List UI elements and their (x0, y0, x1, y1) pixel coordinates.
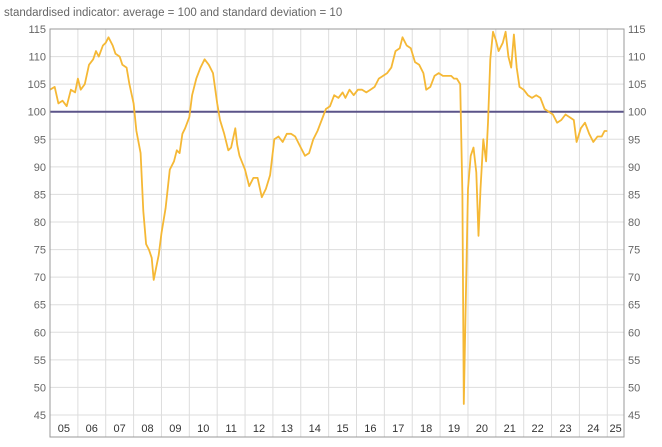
x-tick-label: 12 (253, 423, 265, 435)
x-tick-label: 11 (225, 423, 236, 435)
x-axis: 05 06 07 08 09 10 11 12 13 14 15 16 17 18 19 20 21 22 23 24… (58, 423, 622, 435)
grid-lines (50, 28, 624, 438)
y-tick-label-left: 80 (34, 217, 46, 229)
x-tick-label: 05 (58, 423, 70, 435)
y-tick-label-right: 105 (628, 79, 646, 91)
y-tick-label-left: 70 (34, 272, 46, 284)
y-tick-label-left: 110 (28, 52, 46, 64)
x-tick-label: 14 (309, 423, 321, 435)
y-axis-right: 45 50 55 60 65 70 75 80 85 90 95 100 105 110 115 (628, 24, 646, 422)
x-tick-label: 21 (504, 423, 516, 435)
y-tick-label-left: 85 (34, 189, 46, 201)
y-tick-label-left: 115 (28, 24, 46, 36)
y-tick-label-right: 45 (628, 410, 640, 422)
y-tick-label-right: 60 (628, 327, 640, 339)
y-tick-label-right: 70 (628, 272, 640, 284)
x-tick-label: 07 (114, 423, 126, 435)
x-tick-label: 09 (169, 423, 181, 435)
y-tick-label-left: 105 (28, 79, 46, 91)
y-tick-label-right: 65 (628, 300, 640, 312)
y-tick-label-right: 75 (628, 245, 640, 257)
x-tick-label: 13 (281, 423, 293, 435)
series-line (49, 30, 608, 405)
y-tick-label-left: 90 (34, 162, 46, 174)
x-tick-label: 18 (420, 423, 432, 435)
x-tick-label: 19 (448, 423, 460, 435)
y-tick-label-right: 90 (628, 162, 640, 174)
y-tick-label-right: 115 (628, 24, 646, 36)
y-tick-label-right: 95 (628, 134, 640, 146)
y-tick-label-left: 60 (34, 327, 46, 339)
x-tick-label: 10 (197, 423, 209, 435)
y-axis-left: 45 50 55 60 65 70 75 80 85 90 95 100 105 110 115 (28, 24, 46, 422)
x-tick-label: 17 (392, 423, 404, 435)
y-tick-label-left: 75 (34, 245, 46, 257)
x-tick-label: 23 (559, 423, 571, 435)
y-tick-label-right: 55 (628, 355, 640, 367)
y-tick-label-left: 65 (34, 300, 46, 312)
y-tick-label-left: 50 (34, 382, 46, 394)
y-tick-label-left: 55 (34, 355, 46, 367)
x-tick-label: 15 (336, 423, 348, 435)
y-tick-label-right: 50 (628, 382, 640, 394)
x-tick-label: 22 (531, 423, 543, 435)
y-tick-label-left: 45 (34, 410, 46, 422)
y-tick-label-right: 80 (628, 217, 640, 229)
y-tick-label-right: 100 (628, 107, 646, 119)
y-tick-label-right: 85 (628, 189, 640, 201)
x-tick-label: 16 (364, 423, 376, 435)
x-tick-label: 24 (587, 423, 599, 435)
chart-subtitle: standardised indicator: average = 100 an… (4, 7, 343, 19)
y-tick-label-left: 100 (28, 107, 46, 119)
x-tick-label: 20 (476, 423, 488, 435)
x-tick-label: 08 (141, 423, 153, 435)
y-tick-label-left: 95 (34, 134, 46, 146)
x-tick-label: 06 (86, 423, 98, 435)
x-tick-label: 25 (610, 423, 622, 435)
plot-frame (49, 28, 625, 438)
y-tick-label-right: 110 (628, 52, 646, 64)
